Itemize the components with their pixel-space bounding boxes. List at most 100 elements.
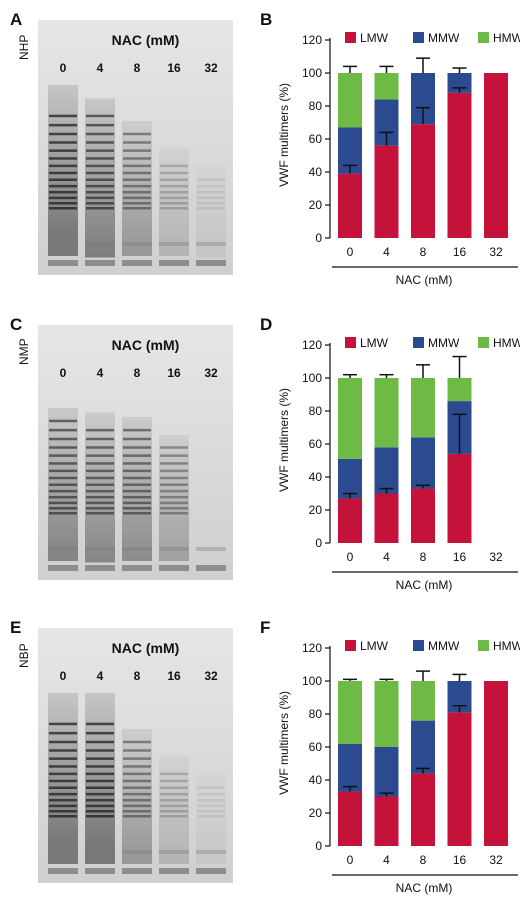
y-axis-label: VWF multimers (%) xyxy=(277,691,291,795)
bar-mmw xyxy=(374,747,399,797)
bar-lmw xyxy=(411,773,435,846)
bar-hmw xyxy=(374,681,399,747)
x-tick-label: 16 xyxy=(453,550,467,564)
bar-lmw xyxy=(374,796,399,846)
gel-lane-label: 4 xyxy=(97,669,104,683)
x-axis-label: NAC (mM) xyxy=(396,273,453,287)
y-tick-label: 100 xyxy=(302,66,322,80)
legend-label-lmw: LMW xyxy=(360,639,389,653)
bar-lmw xyxy=(338,791,362,846)
x-tick-label: 32 xyxy=(489,245,503,259)
gel-lane xyxy=(122,729,152,874)
gel-lane-label: 16 xyxy=(167,366,181,380)
bar-hmw xyxy=(374,73,399,100)
y-tick-label: 100 xyxy=(302,371,322,385)
gel-panel-letter: A xyxy=(10,10,23,29)
gel-lane-label: 16 xyxy=(167,61,181,75)
gel-lane-label: 32 xyxy=(204,366,218,380)
x-tick-label: 0 xyxy=(347,245,354,259)
bar-mmw xyxy=(374,447,399,494)
gel-lane xyxy=(196,786,226,874)
gel-lane xyxy=(159,756,189,874)
y-tick-label: 40 xyxy=(309,773,323,787)
panel-2: E F NBP NAC (mM) 0 4 8 16 32 LMW MMW HMW 0 20 40 60 80 10… xyxy=(0,608,520,908)
y-tick-label: 60 xyxy=(309,740,323,754)
legend-swatch-hmw xyxy=(478,640,489,651)
bar-lmw xyxy=(374,145,399,238)
y-axis-label: VWF multimers (%) xyxy=(277,388,291,492)
gel-panel-letter: C xyxy=(10,315,23,334)
gel-lane-label: 16 xyxy=(167,669,181,683)
gel-lane-label: 32 xyxy=(204,61,218,75)
y-tick-label: 100 xyxy=(302,674,322,688)
x-tick-label: 0 xyxy=(347,853,354,867)
legend-swatch-mmw xyxy=(413,337,424,348)
y-tick-label: 80 xyxy=(309,404,323,418)
gel-lane xyxy=(85,98,115,266)
bar-lmw xyxy=(374,493,399,543)
gel-title: NAC (mM) xyxy=(112,337,180,353)
y-tick-label: 20 xyxy=(309,806,323,820)
gel-lane-label: 0 xyxy=(60,366,67,380)
y-tick-label: 0 xyxy=(315,231,322,245)
legend-label-hmw: HMW xyxy=(493,336,520,350)
y-tick-label: 120 xyxy=(302,641,322,655)
gel-lane-label: 32 xyxy=(204,669,218,683)
x-tick-label: 0 xyxy=(347,550,354,564)
bar-lmw xyxy=(484,73,508,238)
chart-panel-letter: B xyxy=(260,10,273,29)
bar-lmw xyxy=(338,498,362,543)
gel-background xyxy=(38,628,233,883)
x-tick-label: 8 xyxy=(420,550,427,564)
chart-panel-letter: D xyxy=(260,315,273,334)
chart-panel-letter: F xyxy=(260,618,271,637)
bar-hmw xyxy=(338,73,362,128)
panel-0: A B NHP NAC (mM) 0 4 8 16 32 LMW MMW HMW 0 20 40 60 80 10… xyxy=(0,0,520,300)
bar-mmw xyxy=(411,437,435,489)
gel-lane xyxy=(85,412,115,571)
y-tick-label: 40 xyxy=(309,470,323,484)
bar-hmw xyxy=(338,378,362,459)
bar-lmw xyxy=(447,712,472,846)
gel-sample-label: NBP xyxy=(17,643,31,668)
y-tick-label: 20 xyxy=(309,198,323,212)
x-tick-label: 32 xyxy=(489,853,503,867)
legend-label-hmw: HMW xyxy=(493,639,520,653)
bar-lmw xyxy=(447,453,472,543)
x-tick-label: 16 xyxy=(453,853,467,867)
legend-label-mmw: MMW xyxy=(428,31,460,45)
legend-swatch-mmw xyxy=(413,32,424,43)
x-tick-label: 8 xyxy=(420,245,427,259)
gel-lane xyxy=(196,547,226,571)
x-tick-label: 4 xyxy=(383,853,390,867)
legend-swatch-lmw xyxy=(345,337,356,348)
gel-lane-label: 0 xyxy=(60,61,67,75)
gel-image: NHP NAC (mM) 0 4 8 16 32 xyxy=(17,20,233,275)
x-tick-label: 16 xyxy=(453,245,467,259)
legend-swatch-mmw xyxy=(413,640,424,651)
y-tick-label: 60 xyxy=(309,437,323,451)
y-tick-label: 80 xyxy=(309,99,323,113)
bar-hmw xyxy=(338,681,362,744)
bar-mmw xyxy=(338,743,362,792)
y-tick-label: 60 xyxy=(309,132,323,146)
gel-lane-label: 8 xyxy=(134,669,141,683)
legend-label-mmw: MMW xyxy=(428,639,460,653)
bar-hmw xyxy=(447,378,472,402)
y-tick-label: 20 xyxy=(309,503,323,517)
bar-lmw xyxy=(484,681,508,846)
y-tick-label: 120 xyxy=(302,33,322,47)
x-tick-label: 8 xyxy=(420,853,427,867)
legend-swatch-hmw xyxy=(478,32,489,43)
x-tick-label: 4 xyxy=(383,550,390,564)
gel-lane xyxy=(122,121,152,266)
gel-lane xyxy=(48,85,78,266)
y-tick-label: 40 xyxy=(309,165,323,179)
y-tick-label: 120 xyxy=(302,338,322,352)
gel-lane xyxy=(196,178,226,266)
gel-lane-label: 4 xyxy=(97,366,104,380)
y-tick-label: 0 xyxy=(315,839,322,853)
gel-background xyxy=(38,20,233,275)
